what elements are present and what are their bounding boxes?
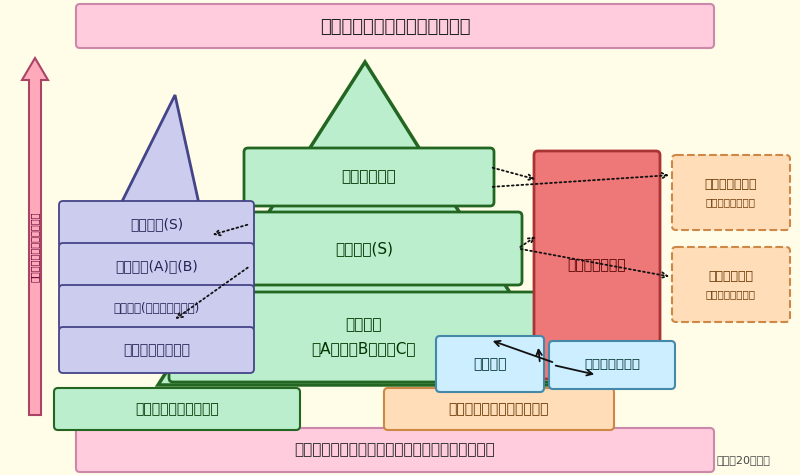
Text: （新規募集停止）: （新規募集停止） xyxy=(706,198,756,208)
Text: 研究者の自由な発想に基づく研究の多様性の確保: 研究者の自由な発想に基づく研究の多様性の確保 xyxy=(294,443,495,457)
FancyBboxPatch shape xyxy=(206,212,522,285)
Text: 特別研究促進費: 特別研究促進費 xyxy=(584,359,640,371)
FancyBboxPatch shape xyxy=(534,151,660,379)
FancyBboxPatch shape xyxy=(59,327,254,373)
FancyBboxPatch shape xyxy=(436,336,544,392)
FancyBboxPatch shape xyxy=(169,292,559,382)
Text: （新規募集停止）: （新規募集停止） xyxy=(706,289,756,300)
FancyBboxPatch shape xyxy=(672,247,790,322)
Text: 若手研究(スタートアップ): 若手研究(スタートアップ) xyxy=(114,302,200,314)
Text: 新領域の形成，挑戦的研究: 新領域の形成，挑戦的研究 xyxy=(449,402,550,416)
Text: 特定領域研究: 特定領域研究 xyxy=(709,270,754,283)
FancyBboxPatch shape xyxy=(76,4,714,48)
FancyBboxPatch shape xyxy=(244,148,494,206)
Text: 若手研究者の自立支援: 若手研究者の自立支援 xyxy=(135,402,219,416)
Text: 新学術領域研究: 新学術領域研究 xyxy=(568,258,626,272)
Text: 若手研究(A)・(B): 若手研究(A)・(B) xyxy=(115,259,198,273)
FancyBboxPatch shape xyxy=(59,285,254,331)
FancyBboxPatch shape xyxy=(59,243,254,289)
Text: 特別研究員奨励費: 特別研究員奨励費 xyxy=(123,343,190,357)
Text: 若手研究(S): 若手研究(S) xyxy=(130,217,183,231)
Text: 国際的に評価の高い研究の推進: 国際的に評価の高い研究の推進 xyxy=(320,18,470,36)
FancyBboxPatch shape xyxy=(384,388,614,430)
Text: 特別推進研究: 特別推進研究 xyxy=(342,170,396,184)
Text: 学術創成研究費: 学術創成研究費 xyxy=(705,178,758,191)
Text: （A）・（B）・（C）: （A）・（B）・（C） xyxy=(312,342,416,357)
FancyBboxPatch shape xyxy=(59,201,254,247)
FancyBboxPatch shape xyxy=(672,155,790,230)
FancyBboxPatch shape xyxy=(54,388,300,430)
Text: 基盤研究: 基盤研究 xyxy=(346,317,382,332)
FancyBboxPatch shape xyxy=(76,428,714,472)
FancyBboxPatch shape xyxy=(549,341,675,389)
Polygon shape xyxy=(22,58,48,415)
Polygon shape xyxy=(78,95,218,290)
Text: 研究費の規模／研究の発展: 研究費の規模／研究の発展 xyxy=(30,211,40,282)
Polygon shape xyxy=(158,62,568,385)
Text: 萌芽研究: 萌芽研究 xyxy=(474,357,506,371)
Text: （平成20年度）: （平成20年度） xyxy=(716,455,770,465)
Text: 基盤研究(S): 基盤研究(S) xyxy=(335,241,393,256)
